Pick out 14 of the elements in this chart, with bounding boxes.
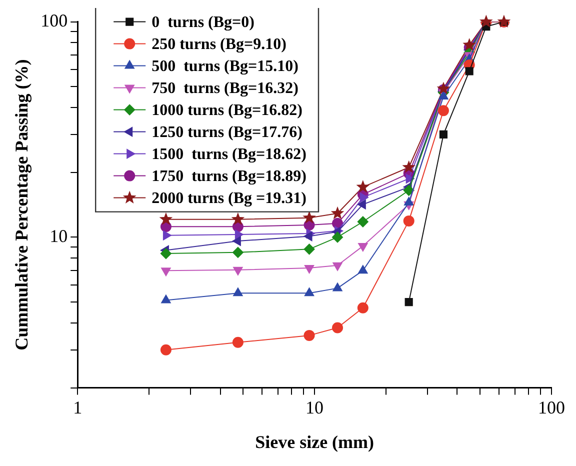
legend-label: 1250 turns (Bg=17.76) xyxy=(152,124,303,141)
legend-label: 1000 turns (Bg=16.82) xyxy=(152,102,303,119)
legend-label: 1750 turns (Bg=18.89) xyxy=(152,168,307,185)
y-axis-title: Cummulative Percentage Passing (%) xyxy=(11,59,32,350)
legend-label: 500 turns (Bg=15.10) xyxy=(152,58,299,75)
legend-label: 750 turns (Bg=16.32) xyxy=(152,80,299,97)
x-axis-title: Sieve size (mm) xyxy=(255,432,374,452)
legend-label: 2000 turns (Bg =19.31) xyxy=(152,190,307,207)
x-tick-label: 1 xyxy=(73,397,82,418)
legend-label: 1500 turns (Bg=18.62) xyxy=(152,146,307,163)
x-tick-label: 10 xyxy=(306,397,324,418)
x-tick-label: 100 xyxy=(538,397,565,418)
legend-label: 250 turns (Bg=9.10) xyxy=(152,36,287,53)
legend-label: 0 turns (Bg=0) xyxy=(152,14,255,31)
